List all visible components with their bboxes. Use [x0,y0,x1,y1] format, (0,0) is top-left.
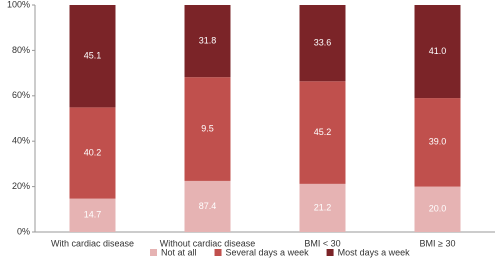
value-label: 45.1 [84,51,102,61]
value-label: 31.8 [199,35,217,45]
bar-segment [184,77,231,181]
legend-swatch [150,249,157,256]
value-label: 14.7 [84,210,102,220]
value-label: 41.0 [429,46,447,56]
y-tick-label: 20% [12,181,30,191]
bar-segment [69,5,116,108]
x-tick-label: With cardiac disease [51,238,134,248]
y-tick-label: 80% [12,45,30,55]
x-tick-label: BMI ≥ 30 [420,238,456,248]
y-tick-label: 40% [12,136,30,146]
bar-segment [299,183,346,232]
value-label: 33.6 [314,38,332,48]
bar-segment [414,186,461,232]
value-label: 87.4 [199,201,217,211]
bar-segment [299,5,346,82]
bar-segment [414,5,461,99]
bar-segment [184,180,231,232]
value-label: 40.2 [84,147,102,157]
value-label: 39.0 [429,137,447,147]
bar-segment [69,198,116,232]
x-tick-label: Without cardiac disease [160,238,256,248]
legend-swatch [326,249,334,256]
bar-segment [299,81,346,184]
legend-label: Several days a week [226,247,310,257]
legend-label: Most days a week [338,247,411,257]
value-label: 45.2 [314,127,332,137]
y-tick-label: 100% [7,0,30,9]
x-tick-label: BMI < 30 [304,238,340,248]
legend-swatch [214,249,222,256]
value-label: 20.0 [429,204,447,214]
y-tick-label: 60% [12,90,30,100]
legend-label: Not at all [161,247,197,257]
y-tick-label: 0% [17,226,30,236]
value-label: 21.2 [314,202,332,212]
value-label: 9.5 [201,123,214,133]
bar-segment [69,107,116,199]
bar-segment [414,98,461,187]
bar-segment [184,5,231,78]
